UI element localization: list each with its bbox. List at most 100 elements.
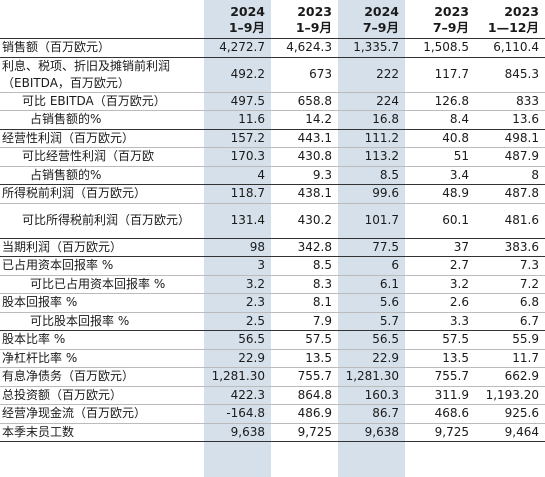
cell-value: 481.6 bbox=[475, 202, 545, 238]
cell-value: 3.3 bbox=[405, 311, 475, 331]
cell-value: 56.5 bbox=[338, 330, 405, 349]
cell-value: 9,725 bbox=[271, 422, 338, 442]
table-row: 销售额（百万欧元） 4,272.7 4,624.3 1,335.7 1,508.… bbox=[0, 38, 545, 57]
cell-value: 7.9 bbox=[271, 311, 338, 331]
cell-value: 4,272.7 bbox=[204, 38, 271, 57]
row-label: 可比股本回报率 % bbox=[0, 311, 204, 331]
row-label: 经营净现金流（百万欧元） bbox=[0, 404, 204, 423]
financial-table: 2024 2023 2024 2023 2023 1–9月 1–9月 7–9月 … bbox=[0, 4, 545, 442]
table-row: 利息、税项、折旧及摊销前利润（EBITDA，百万欧元） 492.2 673 22… bbox=[0, 56, 545, 92]
row-label: 本季末员工数 bbox=[0, 422, 204, 442]
cell-value: 13.6 bbox=[475, 110, 545, 129]
row-label: 净杠杆比率 % bbox=[0, 348, 204, 368]
cell-value: 37 bbox=[405, 237, 475, 257]
cell-value: 160.3 bbox=[338, 385, 405, 405]
cell-value: 492.2 bbox=[204, 56, 271, 92]
cell-value: 3.4 bbox=[405, 165, 475, 185]
row-label: 可比所得税前利润（百万欧元） bbox=[0, 202, 204, 238]
cell-value: 468.6 bbox=[405, 404, 475, 423]
cell-value: 1,281.30 bbox=[204, 367, 271, 386]
cell-value: 486.9 bbox=[271, 404, 338, 423]
cell-value: 11.6 bbox=[204, 110, 271, 129]
cell-value: 57.5 bbox=[271, 330, 338, 349]
table-row: 经营性利润（百万欧元） 157.2 443.1 111.2 40.8 498.1 bbox=[0, 128, 545, 148]
cell-value: 1,281.30 bbox=[338, 367, 405, 386]
table-row: 经营净现金流（百万欧元） -164.8 486.9 86.7 468.6 925… bbox=[0, 404, 545, 423]
cell-value: 40.8 bbox=[405, 128, 475, 148]
cell-value: 60.1 bbox=[405, 202, 475, 238]
cell-value: 9,638 bbox=[204, 422, 271, 442]
cell-value: 1,193.20 bbox=[475, 385, 545, 405]
cell-value: 157.2 bbox=[204, 128, 271, 148]
header-period: 7–9月 bbox=[362, 20, 399, 35]
cell-value: 925.6 bbox=[475, 404, 545, 423]
table-row: 净杠杆比率 % 22.9 13.5 22.9 13.5 11.7 bbox=[0, 348, 545, 368]
cell-value: 5.6 bbox=[338, 293, 405, 312]
cell-value: 8.4 bbox=[405, 110, 475, 129]
cell-value: 497.5 bbox=[204, 91, 271, 111]
cell-value: 222 bbox=[338, 56, 405, 92]
header-year: 2023 bbox=[504, 4, 539, 19]
header-period: 7–9月 bbox=[432, 20, 469, 35]
cell-value: 2.7 bbox=[405, 256, 475, 275]
cell-value: 4,624.3 bbox=[271, 38, 338, 57]
cell-value: 3 bbox=[204, 256, 271, 275]
table-row: 总投资额（百万欧元） 422.3 864.8 160.3 311.9 1,193… bbox=[0, 385, 545, 405]
header-corner bbox=[0, 20, 204, 39]
cell-value: 430.2 bbox=[271, 202, 338, 238]
cell-value: 86.7 bbox=[338, 404, 405, 423]
row-label: 可比经营性利润（百万欧 bbox=[0, 147, 204, 166]
cell-value: 864.8 bbox=[271, 385, 338, 405]
cell-value: 1,335.7 bbox=[338, 38, 405, 57]
cell-value: 755.7 bbox=[405, 367, 475, 386]
row-label: 销售额（百万欧元） bbox=[0, 38, 204, 57]
cell-value: 9,725 bbox=[405, 422, 475, 442]
cell-value: 9,464 bbox=[475, 422, 545, 442]
row-label: 可比 EBITDA（百万欧元） bbox=[0, 91, 204, 111]
cell-value: 7.2 bbox=[475, 274, 545, 294]
cell-value: 170.3 bbox=[204, 147, 271, 166]
cell-value: 422.3 bbox=[204, 385, 271, 405]
cell-value: 98 bbox=[204, 237, 271, 257]
cell-value: 22.9 bbox=[338, 348, 405, 368]
cell-value: 342.8 bbox=[271, 237, 338, 257]
cell-value: 131.4 bbox=[204, 202, 271, 238]
table-row: 股本比率 % 56.5 57.5 56.5 57.5 55.9 bbox=[0, 330, 545, 349]
header-year: 2024 bbox=[230, 4, 265, 19]
cell-value: 658.8 bbox=[271, 91, 338, 111]
cell-value: 5.7 bbox=[338, 311, 405, 331]
cell-value: 111.2 bbox=[338, 128, 405, 148]
cell-value: 8.3 bbox=[271, 274, 338, 294]
table-row: 占销售额的% 11.6 14.2 16.8 8.4 13.6 bbox=[0, 110, 545, 129]
header-period: 1—12月 bbox=[487, 20, 539, 35]
cell-value: 487.9 bbox=[475, 147, 545, 166]
cell-value: 6.1 bbox=[338, 274, 405, 294]
table-row: 可比所得税前利润（百万欧元） 131.4 430.2 101.7 60.1 48… bbox=[0, 202, 545, 238]
cell-value: 126.8 bbox=[405, 91, 475, 111]
cell-value: 8.1 bbox=[271, 293, 338, 312]
cell-value: 2.5 bbox=[204, 311, 271, 331]
cell-value: 755.7 bbox=[271, 367, 338, 386]
table-row: 可比经营性利润（百万欧 170.3 430.8 113.2 51 487.9 bbox=[0, 147, 545, 166]
cell-value: 383.6 bbox=[475, 237, 545, 257]
cell-value: 9,638 bbox=[338, 422, 405, 442]
header-year: 2023 bbox=[434, 4, 469, 19]
row-label: 当期利润（百万欧元） bbox=[0, 237, 204, 257]
cell-value: 1,508.5 bbox=[405, 38, 475, 57]
cell-value: 9.3 bbox=[271, 165, 338, 185]
cell-value: 117.7 bbox=[405, 56, 475, 92]
row-label: 经营性利润（百万欧元） bbox=[0, 128, 204, 148]
cell-value: 77.5 bbox=[338, 237, 405, 257]
header-period: 1–9月 bbox=[228, 20, 265, 35]
row-label: 股本回报率 % bbox=[0, 293, 204, 312]
cell-value: 3.2 bbox=[405, 274, 475, 294]
row-label: 总投资额（百万欧元） bbox=[0, 385, 204, 405]
cell-value: 673 bbox=[271, 56, 338, 92]
cell-value: 6.8 bbox=[475, 293, 545, 312]
cell-value: 99.6 bbox=[338, 184, 405, 203]
table-row: 本季末员工数 9,638 9,725 9,638 9,725 9,464 bbox=[0, 422, 545, 442]
row-label: 利息、税项、折旧及摊销前利润（EBITDA，百万欧元） bbox=[0, 56, 204, 92]
cell-value: 8.5 bbox=[271, 256, 338, 275]
cell-value: 55.9 bbox=[475, 330, 545, 349]
